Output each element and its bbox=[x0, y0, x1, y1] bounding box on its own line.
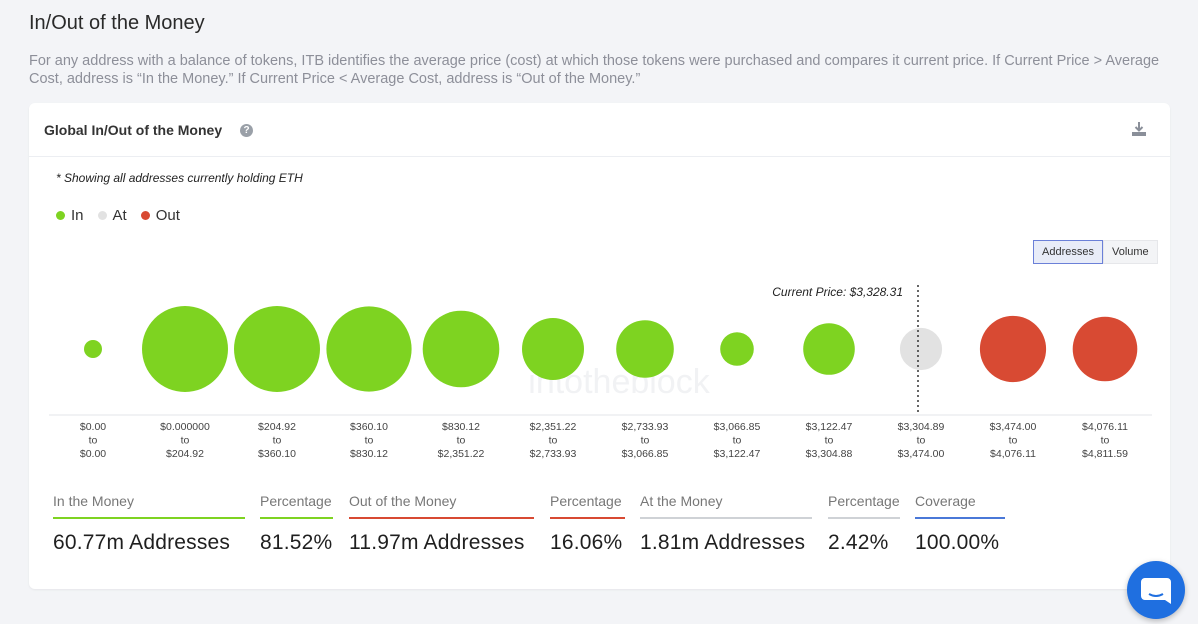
stat-label: Out of the Money bbox=[349, 493, 534, 519]
stat-label: Coverage bbox=[915, 493, 1005, 519]
tick-label: $3,066.85 bbox=[622, 448, 669, 460]
metric-toggle: Addresses Volume bbox=[1033, 240, 1158, 264]
stat-in-percentage: Percentage 81.52% bbox=[260, 493, 333, 555]
legend-dot-at bbox=[97, 211, 107, 220]
bubble-out[interactable] bbox=[1072, 316, 1138, 382]
tick-label: to bbox=[1009, 435, 1018, 447]
tick-label: $3,122.47 bbox=[806, 421, 853, 433]
bubble-in[interactable] bbox=[326, 306, 412, 392]
legend-label-in: In bbox=[71, 207, 84, 224]
stat-at-the-money: At the Money 1.81m Addresses bbox=[640, 493, 812, 555]
current-price-label: Current Price: $3,328.31 bbox=[772, 285, 903, 299]
tick-label: to bbox=[917, 435, 926, 447]
bubble-at[interactable] bbox=[899, 327, 943, 371]
tick-label: to bbox=[549, 435, 558, 447]
stat-value: 100.00% bbox=[915, 531, 1000, 554]
money-card: Global In/Out of the Money ? * Showing a… bbox=[29, 103, 1170, 589]
stat-label: In the Money bbox=[53, 493, 245, 519]
tick-label: to bbox=[1101, 435, 1110, 447]
tick-label: $3,304.89 bbox=[898, 421, 945, 433]
stat-out-percentage: Percentage 16.06% bbox=[550, 493, 625, 555]
chat-icon bbox=[1141, 578, 1171, 604]
tick-label: to bbox=[641, 435, 650, 447]
tick-label: $830.12 bbox=[350, 448, 388, 460]
bubble-in[interactable] bbox=[720, 332, 754, 366]
tick-label: to bbox=[733, 435, 742, 447]
tick-label: $360.10 bbox=[258, 448, 296, 460]
tick-label: $3,066.85 bbox=[714, 421, 761, 433]
stat-label: At the Money bbox=[640, 493, 812, 519]
holding-note: * Showing all addresses currently holdin… bbox=[56, 171, 303, 185]
stat-value: 11.97m Addresses bbox=[349, 531, 525, 554]
tick-label: to bbox=[89, 435, 98, 447]
tick-label: $2,351.22 bbox=[438, 448, 485, 460]
tick-label: to bbox=[181, 435, 190, 447]
tick-label: $3,122.47 bbox=[714, 448, 761, 460]
download-icon[interactable] bbox=[1130, 120, 1148, 138]
addresses-toggle-button[interactable]: Addresses bbox=[1033, 240, 1103, 264]
tick-label: to bbox=[825, 435, 834, 447]
stat-at-percentage: Percentage 2.42% bbox=[828, 493, 900, 555]
legend-label-at: At bbox=[112, 207, 127, 224]
tick-label: to bbox=[457, 435, 466, 447]
bubble-in[interactable] bbox=[84, 340, 102, 358]
legend-dot-out bbox=[140, 211, 150, 220]
volume-toggle-button[interactable]: Volume bbox=[1102, 240, 1158, 264]
tick-label: $204.92 bbox=[166, 448, 204, 460]
bubble-in[interactable] bbox=[234, 306, 320, 392]
tick-label: $0.00 bbox=[80, 421, 106, 433]
bubble-in[interactable] bbox=[422, 310, 500, 388]
tick-label: $0.000000 bbox=[160, 421, 210, 433]
tick-label: $4,076.11 bbox=[990, 448, 1036, 460]
legend-item-in[interactable]: In bbox=[56, 207, 84, 224]
stat-value: 60.77m Addresses bbox=[53, 531, 231, 554]
tick-label: $2,733.93 bbox=[622, 421, 669, 433]
bubble-in[interactable] bbox=[142, 306, 228, 392]
tick-label: $4,811.59 bbox=[1082, 448, 1128, 460]
legend-item-at[interactable]: At bbox=[97, 207, 127, 224]
legend-dot-in bbox=[56, 211, 65, 220]
chart-legend: In At Out bbox=[56, 207, 180, 224]
bubble-out[interactable] bbox=[979, 315, 1047, 383]
tick-label: $3,304.88 bbox=[806, 448, 853, 460]
legend-label-out: Out bbox=[155, 207, 180, 224]
page-title: In/Out of the Money bbox=[29, 12, 205, 34]
stat-out-of-the-money: Out of the Money 11.97m Addresses bbox=[349, 493, 534, 555]
tick-label: $0.00 bbox=[80, 448, 106, 460]
stat-value: 81.52% bbox=[260, 531, 333, 554]
tick-label: $3,474.00 bbox=[990, 421, 1037, 433]
bubble-chart: intotheblock Current Price: $3,328.31 $0… bbox=[49, 285, 1152, 460]
help-icon[interactable]: ? bbox=[240, 124, 253, 137]
stat-value: 1.81m Addresses bbox=[640, 531, 806, 554]
page-description: For any address with a balance of tokens… bbox=[29, 53, 1160, 87]
tick-label: $3,474.00 bbox=[898, 448, 945, 460]
bubble-in[interactable] bbox=[803, 323, 855, 375]
bubble-in[interactable] bbox=[522, 318, 584, 380]
tick-label: to bbox=[273, 435, 282, 447]
tick-label: $830.12 bbox=[442, 421, 480, 433]
tick-label: $2,733.93 bbox=[530, 448, 577, 460]
stat-value: 2.42% bbox=[828, 531, 889, 554]
tick-label: to bbox=[365, 435, 374, 447]
card-header: Global In/Out of the Money ? bbox=[29, 103, 1170, 157]
stat-label: Percentage bbox=[828, 493, 900, 519]
tick-label: $4,076.11 bbox=[1082, 421, 1128, 433]
chat-button[interactable] bbox=[1127, 561, 1185, 619]
stat-coverage: Coverage 100.00% bbox=[915, 493, 1005, 555]
bubble-in[interactable] bbox=[616, 320, 674, 378]
tick-label: $2,351.22 bbox=[530, 421, 577, 433]
stat-label: Percentage bbox=[550, 493, 625, 519]
stat-in-the-money: In the Money 60.77m Addresses bbox=[53, 493, 245, 555]
stat-value: 16.06% bbox=[550, 531, 623, 554]
card-title: Global In/Out of the Money bbox=[44, 122, 223, 138]
tick-label: $360.10 bbox=[350, 421, 388, 433]
tick-label: $204.92 bbox=[258, 421, 296, 433]
stat-label: Percentage bbox=[260, 493, 333, 519]
legend-item-out[interactable]: Out bbox=[140, 207, 180, 224]
